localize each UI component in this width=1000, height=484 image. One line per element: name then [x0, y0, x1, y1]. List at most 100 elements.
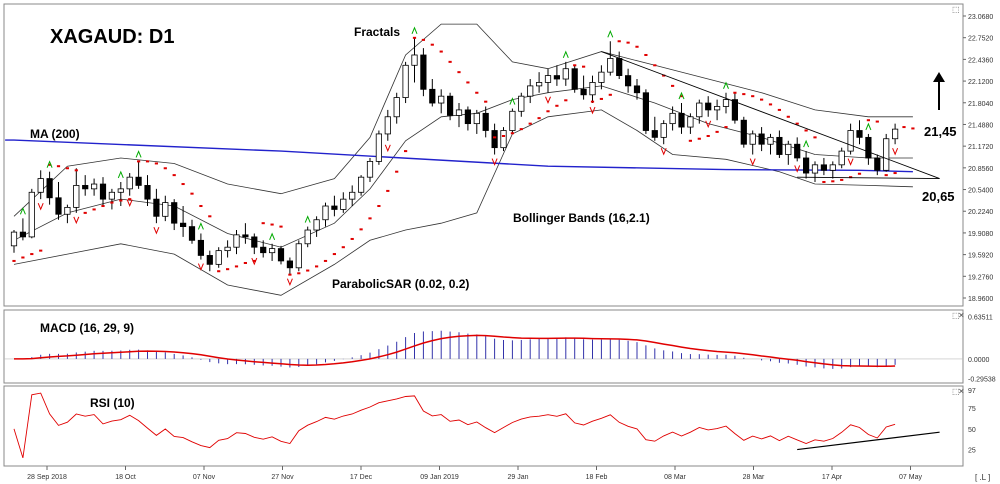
- sar-dot: [475, 91, 479, 94]
- candle-body: [393, 97, 400, 118]
- candle-body: [171, 202, 178, 224]
- sar-dot: [226, 268, 230, 271]
- sar-dot: [804, 129, 808, 132]
- sar-dot: [635, 45, 639, 48]
- x-tick-label: 08 Mar: [664, 474, 686, 481]
- price-tick-label: 22.7520: [968, 36, 993, 43]
- sar-dot: [83, 211, 87, 214]
- sar-dot: [493, 136, 497, 139]
- x-tick-label: 18 Oct: [115, 474, 136, 481]
- candle-body: [135, 176, 142, 186]
- candle-body: [883, 138, 890, 171]
- fractal-down-marker: [705, 120, 712, 129]
- macd-panel: 0.63511 0.0000 -0.29538: [4, 314, 996, 384]
- candle-body: [322, 205, 329, 221]
- candle-body: [607, 58, 614, 73]
- candle-body: [616, 58, 623, 76]
- candle-body: [438, 95, 445, 104]
- parabolic-sar: [12, 36, 915, 276]
- candle-body: [625, 75, 632, 87]
- candle-body: [251, 236, 258, 248]
- candle-body: [19, 231, 27, 238]
- sar-dot: [626, 41, 630, 44]
- candle-body: [633, 85, 641, 94]
- sar-dot: [742, 93, 746, 96]
- candle-body: [295, 243, 302, 269]
- sar-dot: [270, 223, 274, 226]
- sar-dot: [430, 43, 434, 46]
- fractal-up-marker: [607, 29, 614, 38]
- x-tick-label: 28 Mar: [743, 474, 765, 481]
- sar-dot: [377, 205, 381, 208]
- candle-body: [117, 188, 124, 193]
- ma-label: MA (200): [30, 127, 80, 141]
- sar-dot: [110, 201, 114, 204]
- rsi-panel: 97 75 50 25: [13, 388, 976, 459]
- candle-body: [838, 150, 845, 166]
- rsi-label: RSI (10): [90, 396, 135, 410]
- price-tick-label: 20.8560: [968, 166, 993, 173]
- sar-dot: [421, 38, 425, 41]
- rsi-line: [13, 392, 896, 459]
- rsi-tick-label: 50: [968, 427, 976, 434]
- candle-body: [268, 248, 276, 254]
- resistance-trendline: [601, 51, 940, 179]
- macd-tick-label: 0.0000: [968, 357, 990, 364]
- candle-body: [455, 109, 463, 116]
- x-tick-label: 07 Nov: [193, 474, 216, 481]
- sar-dot: [528, 122, 532, 125]
- sar-dot: [119, 199, 123, 202]
- candle-body: [714, 106, 721, 111]
- sar-dot: [395, 170, 399, 173]
- sar-dot: [857, 172, 862, 175]
- sar-dot: [279, 225, 283, 228]
- candle-body: [598, 71, 605, 83]
- sar-dot: [688, 139, 692, 142]
- sar-dot: [840, 178, 844, 181]
- x-grid: 28 Sep 2018 18 Oct 07 Nov 27 Nov 17 Dec 09 Ja…: [27, 466, 922, 481]
- macd-signal-line: [14, 334, 896, 368]
- fractal-down-marker: [153, 226, 160, 235]
- price-tick-label: 19.5920: [968, 253, 993, 260]
- panel-window-icon: ⬚: [952, 311, 960, 320]
- price-tick-label: 21.4880: [968, 122, 993, 129]
- sar-dot: [386, 189, 390, 192]
- sar-dot: [56, 165, 61, 168]
- sar-dot: [546, 110, 550, 113]
- sar-dot: [484, 100, 488, 103]
- fractal-up-marker: [678, 91, 685, 100]
- macd-tick-label: -0.29538: [968, 377, 996, 384]
- candle-body: [10, 231, 18, 247]
- sar-dot: [662, 74, 666, 77]
- sar-dot: [831, 180, 835, 183]
- candle-body: [820, 164, 828, 171]
- candle-body: [340, 198, 347, 210]
- candle-body: [366, 160, 374, 178]
- candle-body: [892, 128, 899, 140]
- sar-dot: [92, 208, 96, 211]
- sar-dot: [332, 253, 336, 256]
- sar-dot: [12, 259, 16, 262]
- panel-frame-1: [3, 309, 964, 384]
- candle-body: [491, 130, 498, 149]
- panel-close-icon: ✕: [958, 387, 965, 396]
- candle-body: [446, 95, 454, 116]
- sar-dot: [902, 126, 906, 129]
- sar-dot: [261, 222, 265, 225]
- sar-dot: [457, 71, 461, 74]
- sar-dot: [359, 228, 363, 231]
- sar-dot: [154, 162, 158, 165]
- candle-body: [776, 136, 783, 155]
- fractal-up-marker: [117, 170, 124, 179]
- fractals-label: Fractals: [354, 25, 400, 39]
- sar-dot: [306, 269, 310, 272]
- candle-body: [375, 133, 383, 162]
- price-tick-label: 21.8040: [968, 101, 993, 108]
- candle-body: [162, 202, 169, 217]
- candle-body: [28, 191, 35, 238]
- sar-dot: [697, 137, 701, 140]
- sar-dot: [48, 163, 52, 166]
- sar-dot: [368, 217, 372, 220]
- fractal-up-marker: [46, 160, 53, 168]
